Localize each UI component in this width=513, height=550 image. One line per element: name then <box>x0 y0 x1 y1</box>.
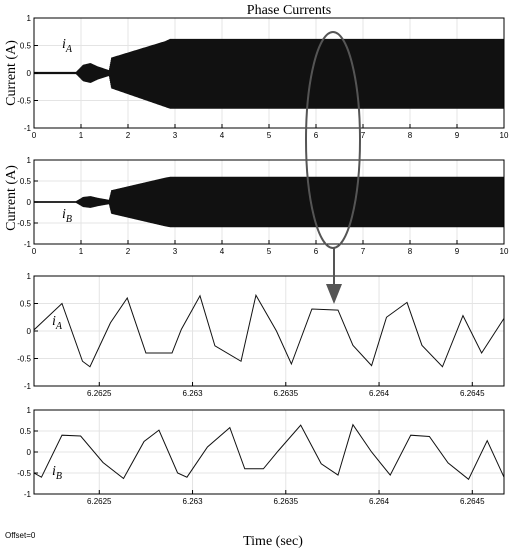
y-tick-label: 0 <box>27 327 32 336</box>
x-tick-label: 8 <box>408 131 413 140</box>
y-axis-label: Current (A) <box>4 40 19 106</box>
series-line-iB <box>33 423 505 481</box>
series-label: iA <box>62 37 73 55</box>
x-tick-label: 4 <box>220 131 225 140</box>
x-tick-label: 9 <box>455 131 460 140</box>
y-tick-label: -1 <box>24 490 32 499</box>
series-line-iA <box>33 293 505 368</box>
chart-panel-1: 0 1 2 3 4 5 6 7 8 9 10 1 0.5 0 -0.5 -1 Current (A) iA <box>4 14 509 140</box>
y-tick-label: 0 <box>27 198 32 207</box>
y-tick-label: -0.5 <box>17 355 31 364</box>
x-tick-label: 6.2635 <box>274 497 299 506</box>
x-tick-label: 6.264 <box>369 389 390 398</box>
y-tick-label: 0.5 <box>20 300 32 309</box>
x-tick-label: 9 <box>455 247 460 256</box>
x-tick-label: 1 <box>79 131 84 140</box>
offset-label: Offset=0 <box>5 531 36 540</box>
x-tick-label: 6.2625 <box>87 389 112 398</box>
series-line-iA <box>33 38 505 109</box>
y-tick-label: -1 <box>24 124 32 133</box>
y-tick-label: 0.5 <box>20 177 32 186</box>
x-tick-label: 7 <box>361 247 366 256</box>
y-tick-label: -1 <box>24 382 32 391</box>
x-tick-label: 6.2645 <box>460 497 485 506</box>
x-tick-label: 10 <box>500 247 509 256</box>
x-tick-label: 3 <box>173 247 178 256</box>
x-axis-label: Time (sec) <box>243 534 303 549</box>
zoom-annotation <box>305 31 361 304</box>
figure-title: Phase Currents <box>247 3 331 18</box>
y-tick-label: 0.5 <box>20 42 32 51</box>
x-tick-label: 3 <box>173 131 178 140</box>
series-label: iA <box>52 314 63 332</box>
series-label: iB <box>52 464 62 482</box>
x-tick-label: 7 <box>361 131 366 140</box>
y-tick-label: 1 <box>27 272 32 281</box>
x-tick-label: 0 <box>32 247 37 256</box>
y-axis-label: Current (A) <box>4 165 19 231</box>
y-tick-label: -0.5 <box>17 97 31 106</box>
series-line-iB <box>33 176 505 228</box>
zoom-arrow-head <box>326 284 342 304</box>
x-tick-label: 6.2645 <box>460 389 485 398</box>
x-tick-label: 6.263 <box>183 389 204 398</box>
x-tick-label: 6.2625 <box>87 497 112 506</box>
x-tick-label: 6 <box>314 131 319 140</box>
chart-panel-3: 6.2625 6.263 6.2635 6.264 6.2645 1 0.5 0 -0.5 -1 i… <box>17 272 505 398</box>
y-tick-label: -0.5 <box>17 469 31 478</box>
x-tick-label: 6.2635 <box>274 389 299 398</box>
chart-panel-4: 6.2625 6.263 6.2635 6.264 6.2645 1 0.5 0 -0.5 -1 i… <box>17 406 505 506</box>
x-tick-label: 0 <box>32 131 37 140</box>
x-tick-label: 6.264 <box>369 497 390 506</box>
series-label: iB <box>62 207 72 225</box>
x-tick-label: 2 <box>126 247 131 256</box>
x-tick-label: 10 <box>500 131 509 140</box>
y-tick-label: -1 <box>24 240 32 249</box>
y-tick-label: -0.5 <box>17 219 31 228</box>
x-tick-label: 6.263 <box>183 497 204 506</box>
x-tick-label: 2 <box>126 131 131 140</box>
y-tick-label: 1 <box>27 156 32 165</box>
chart-panel-2: 0 1 2 3 4 5 6 7 8 9 10 1 0.5 0 -0.5 -1 Current (A) iB <box>4 156 509 256</box>
y-tick-label: 0.5 <box>20 427 32 436</box>
y-tick-label: 1 <box>27 406 32 415</box>
y-tick-label: 1 <box>27 14 32 23</box>
x-tick-label: 5 <box>267 247 272 256</box>
y-tick-label: 0 <box>27 448 32 457</box>
x-tick-label: 1 <box>79 247 84 256</box>
x-tick-label: 5 <box>267 131 272 140</box>
x-tick-label: 6 <box>314 247 319 256</box>
x-tick-label: 4 <box>220 247 225 256</box>
y-tick-label: 0 <box>27 69 32 78</box>
x-tick-label: 8 <box>408 247 413 256</box>
